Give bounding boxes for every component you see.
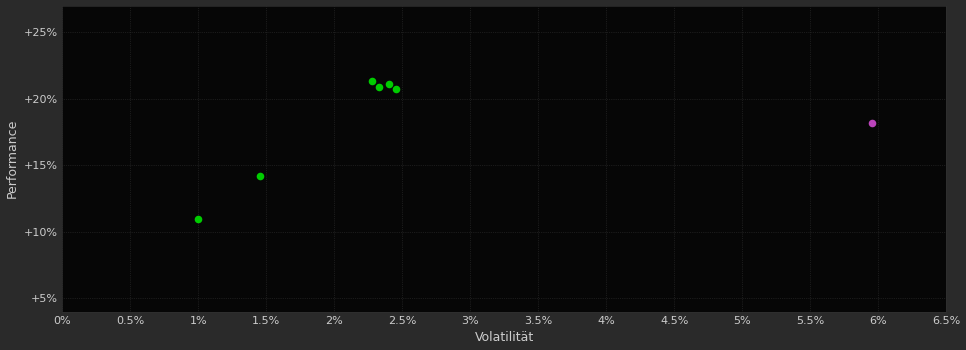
Point (365, 79, 381, 84)
X-axis label: Volatilität: Volatilität (474, 331, 534, 344)
Y-axis label: Performance: Performance (6, 119, 18, 198)
Point (190, 216, 206, 221)
Point (252, 173, 268, 179)
Point (372, 84, 387, 90)
Point (381, 81, 396, 87)
Point (387, 86, 403, 92)
Point (864, 120, 879, 126)
